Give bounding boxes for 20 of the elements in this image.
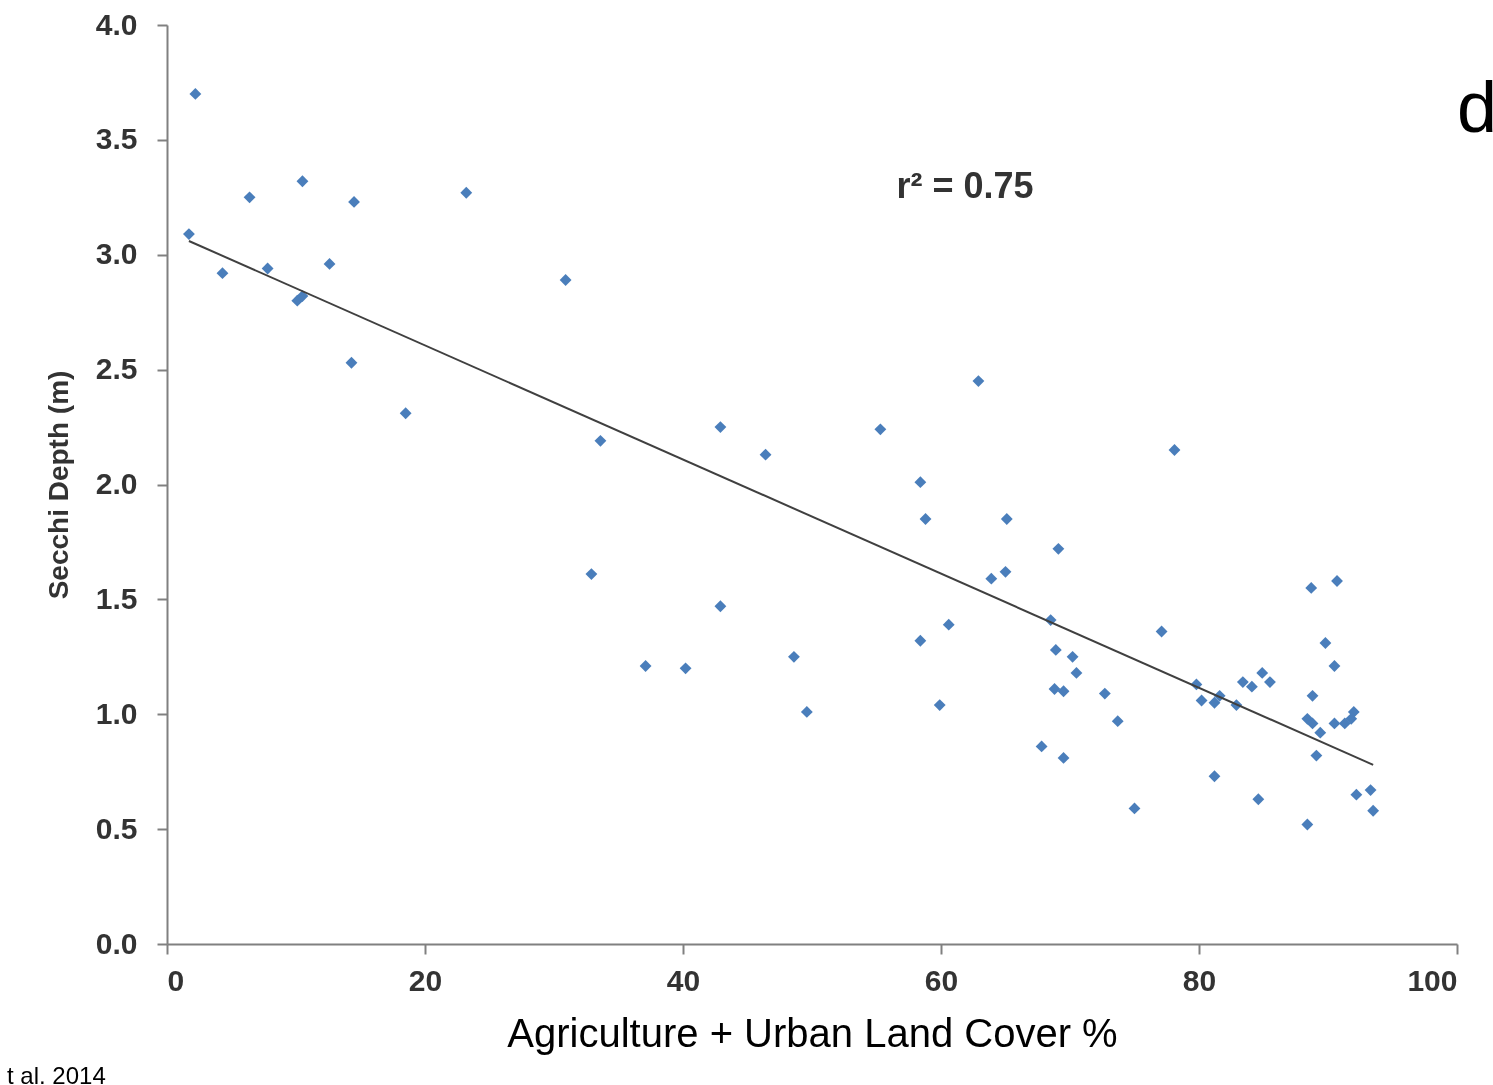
y-tick-label: 3.0: [95, 237, 138, 271]
y-tick-label: 1.0: [95, 696, 138, 730]
y-axis-title: Secchi Depth (m): [42, 370, 74, 600]
y-tick-label: 3.5: [95, 122, 138, 156]
y-tick-label: 0.0: [95, 926, 138, 960]
y-tick-label: 1.5: [95, 581, 138, 615]
x-tick-label: 60: [924, 963, 959, 997]
y-tick-label: 0.5: [95, 811, 138, 845]
text: t al. 2014: [7, 1062, 106, 1085]
x-tick-label: 80: [1182, 963, 1217, 997]
x-tick-label: 40: [666, 963, 701, 997]
x-tick-label: 100: [1407, 963, 1458, 997]
y-tick-label: 2.5: [95, 352, 138, 386]
x-tick-label: 0: [167, 963, 185, 997]
y-tick-label: 2.0: [95, 467, 138, 500]
x-tick-label: 20: [408, 963, 443, 997]
y-tick-label: 4.0: [95, 7, 138, 41]
annotation: r² = 0.75: [896, 165, 1034, 206]
x-axis-title: Agriculture + Urban Land Cover %: [507, 1010, 1118, 1055]
annotation: d: [1457, 67, 1493, 147]
